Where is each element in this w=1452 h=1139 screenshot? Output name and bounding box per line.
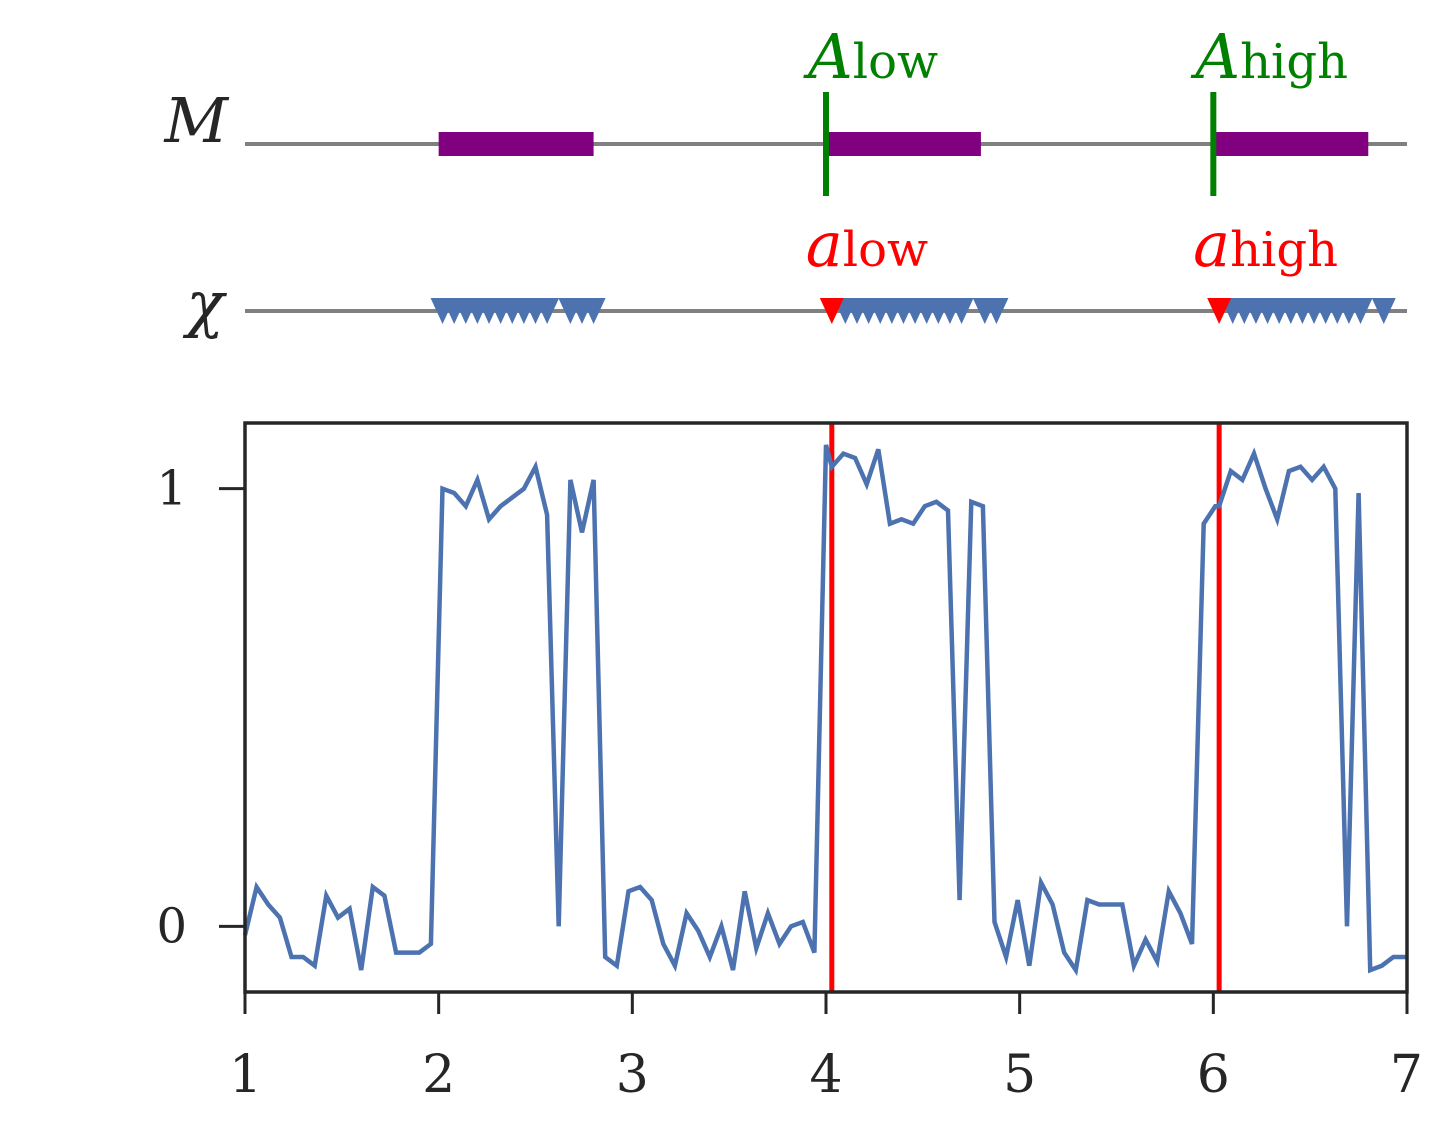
row-label-chi: χ	[182, 267, 227, 340]
m-marker-label-high-sub: high	[1240, 34, 1348, 90]
row-label-m-main: M	[164, 84, 230, 157]
m-marker-label-high-main: A	[1190, 20, 1240, 93]
m-marker-label-low-sub: low	[853, 34, 938, 90]
x-tick-label-0: 1	[229, 1045, 262, 1105]
y-tick-label-1: 1	[156, 461, 187, 517]
m-interval-2	[1213, 132, 1369, 156]
m-marker-label-low: Alow	[803, 20, 938, 93]
chi-marker-label-high-main: a	[1193, 208, 1230, 281]
row-label-chi-main: χ	[182, 267, 227, 340]
chi-highlight-point-1	[1207, 298, 1232, 324]
x-tick-label-2: 3	[616, 1045, 649, 1105]
x-tick-label-5: 6	[1197, 1045, 1230, 1105]
chi-point-9	[535, 298, 560, 324]
m-marker-label-low-main: A	[803, 20, 853, 93]
x-tick-label-3: 4	[809, 1045, 842, 1105]
chi-point-37	[1348, 298, 1373, 324]
plot-area: 0 1 1 2 3 4 5 6 7	[156, 421, 1423, 1105]
signal-line	[242, 444, 1407, 977]
m-marker-label-high: Ahigh	[1190, 20, 1348, 93]
chi-marker-label-low-main: a	[806, 208, 843, 281]
chi-marker-label-high: ahigh	[1193, 208, 1338, 281]
m-interval-0	[438, 132, 594, 156]
chi-point-23	[949, 298, 974, 324]
chi-point-25	[984, 298, 1009, 324]
chi-marker-label-low: alow	[806, 208, 928, 281]
x-tick-label-6: 7	[1390, 1045, 1423, 1105]
m-interval-1	[826, 132, 981, 156]
y-tick-label-0: 0	[156, 898, 187, 954]
chi-point-12	[581, 298, 606, 324]
x-tick-label-1: 2	[422, 1045, 455, 1105]
chi-marker-label-high-sub: high	[1230, 222, 1338, 278]
chi-highlight-point-0	[819, 298, 844, 324]
chi-point-38	[1371, 298, 1396, 324]
x-tick-label-4: 5	[1003, 1045, 1036, 1105]
row-label-m: M	[164, 84, 230, 157]
chi-marker-label-low-sub: low	[843, 222, 928, 278]
